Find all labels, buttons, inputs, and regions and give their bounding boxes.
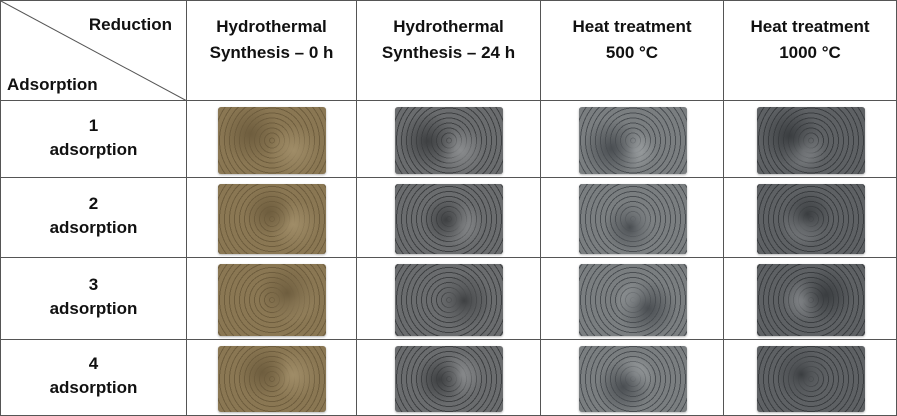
photo-cell — [541, 340, 724, 416]
sample-photo — [757, 346, 865, 412]
row-label: adsorption — [1, 376, 186, 400]
sample-photo — [757, 107, 865, 174]
corner-top: Reduction — [89, 15, 172, 35]
row-label: adsorption — [1, 216, 186, 240]
photo-cell — [187, 258, 357, 340]
photo-cell — [187, 178, 357, 258]
row-label: adsorption — [1, 297, 186, 321]
sample-photo — [579, 184, 687, 254]
header-line: Synthesis – 24 h — [357, 41, 540, 65]
sample-photo — [218, 107, 326, 174]
corner-bottom: Adsorption — [7, 75, 98, 95]
header-line: 500 °C — [541, 41, 723, 65]
figure-table: Reduction Adsorption HydrothermalSynthes… — [0, 0, 897, 416]
photo-cell — [541, 101, 724, 178]
photo-cell — [187, 340, 357, 416]
sample-photo — [395, 107, 503, 174]
sample-photo — [218, 346, 326, 412]
photo-cell — [357, 101, 541, 178]
photo-cell — [724, 101, 897, 178]
photo-cell — [541, 178, 724, 258]
photo-cell — [541, 258, 724, 340]
sample-photo — [579, 346, 687, 412]
photo-cell — [187, 101, 357, 178]
header-line: 1000 °C — [724, 41, 896, 65]
sample-photo — [579, 264, 687, 336]
photo-cell — [357, 178, 541, 258]
sample-photo — [757, 184, 865, 254]
header-line: Heat treatment — [724, 15, 896, 39]
sample-photo — [757, 264, 865, 336]
sample-photo — [395, 346, 503, 412]
row-number: 4 — [1, 352, 186, 376]
row-number: 2 — [1, 192, 186, 216]
row-number: 3 — [1, 273, 186, 297]
header-line: Heat treatment — [541, 15, 723, 39]
photo-cell — [724, 258, 897, 340]
header-line: Synthesis – 0 h — [187, 41, 356, 65]
photo-cell — [724, 178, 897, 258]
header-line: Hydrothermal — [187, 15, 356, 39]
sample-photo — [218, 184, 326, 254]
sample-photo — [395, 264, 503, 336]
photo-cell — [724, 340, 897, 416]
photo-cell — [357, 340, 541, 416]
row-number: 1 — [1, 114, 186, 138]
row-label: adsorption — [1, 138, 186, 162]
sample-photo — [579, 107, 687, 174]
sample-photo — [218, 264, 326, 336]
corner-cell: Reduction Adsorption — [0, 0, 187, 101]
photo-cell — [357, 258, 541, 340]
header-line: Hydrothermal — [357, 15, 540, 39]
sample-photo — [395, 184, 503, 254]
